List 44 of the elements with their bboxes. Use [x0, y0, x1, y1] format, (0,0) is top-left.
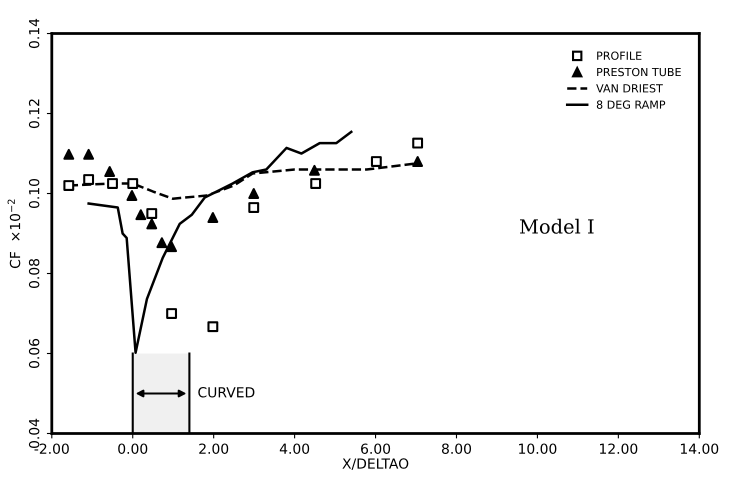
point: [310, 178, 322, 189]
point: [83, 148, 94, 160]
point: [166, 308, 178, 319]
legend-label: VAN DRIEST: [596, 84, 663, 93]
point: [248, 188, 260, 199]
point: [207, 212, 218, 223]
point: [63, 180, 74, 191]
point: [104, 166, 116, 177]
x-tick-label: 14.00: [680, 443, 718, 454]
y-tick-label: 0.14: [28, 18, 40, 48]
point: [135, 209, 146, 220]
point: [107, 178, 118, 189]
x-tick-label: 8.00: [442, 443, 472, 454]
legend-label: 8 DEG RAMP: [596, 100, 666, 109]
point: [146, 218, 158, 230]
point: [146, 208, 158, 219]
point: [83, 174, 94, 185]
point: [412, 156, 424, 167]
point: [309, 164, 320, 176]
x-tick-label: 2.00: [199, 443, 228, 454]
band-label: CURVED: [198, 387, 254, 398]
point: [156, 237, 168, 248]
point: [127, 178, 138, 189]
x-axis-title: X/DELTAO: [342, 458, 408, 470]
annotation: Model I: [520, 218, 594, 234]
point: [412, 138, 424, 149]
y-tick-label: 0.10: [28, 178, 40, 208]
point: [63, 148, 74, 160]
point: [166, 241, 178, 252]
x-tick-label: 4.00: [280, 443, 310, 454]
point: [248, 202, 260, 213]
y-axis-title: CF ×10$^{−2}$: [8, 200, 20, 268]
point: [370, 156, 382, 167]
x-tick-label: 10.00: [519, 443, 556, 454]
y-tick-label: 0.12: [28, 99, 40, 128]
y-tick-label: 0.06: [28, 338, 40, 368]
x-tick-label: 6.00: [361, 443, 390, 454]
y-tick-label: 0.08: [28, 258, 40, 288]
point: [207, 321, 218, 332]
point: [126, 190, 138, 201]
legend-label: PRESTON TUBE: [597, 68, 681, 76]
x-tick-label: 12.00: [600, 443, 638, 454]
x-tick-label: 0.00: [118, 443, 148, 454]
legend-label: PROFILE: [597, 52, 642, 60]
